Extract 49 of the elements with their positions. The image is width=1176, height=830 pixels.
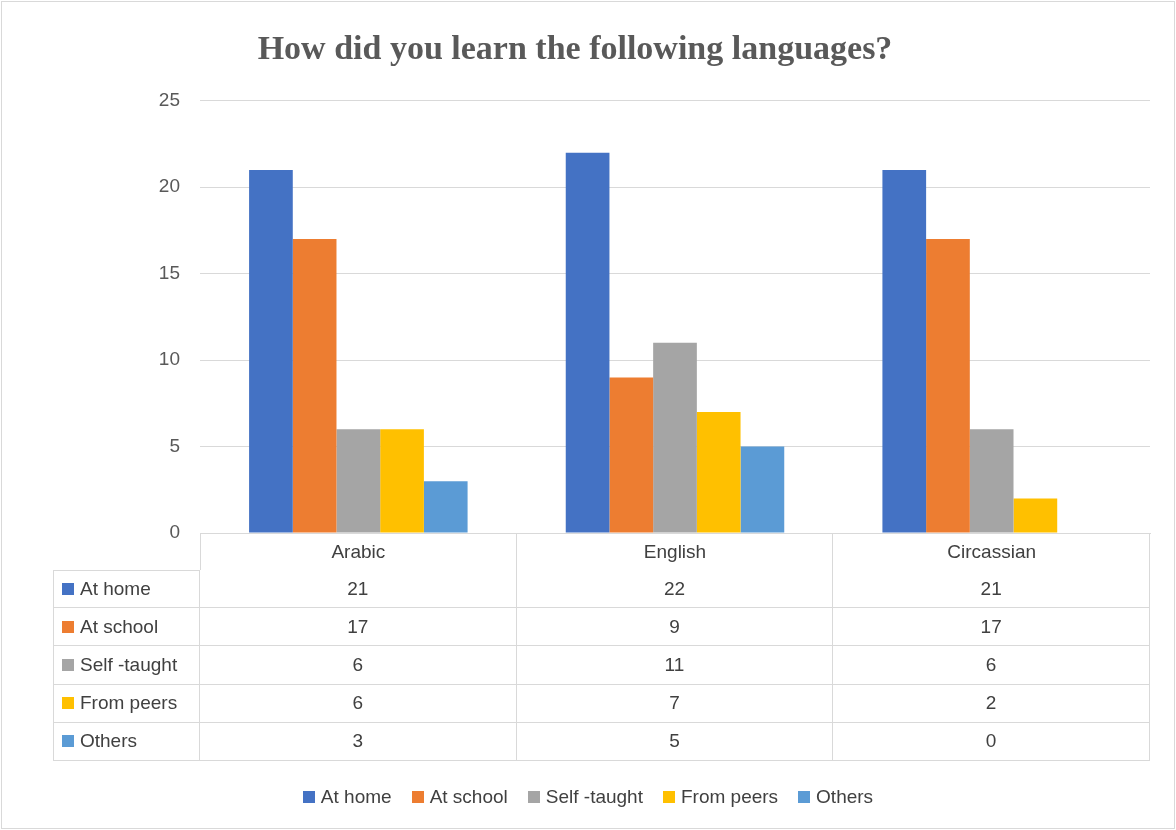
y-tick-label: 25 — [158, 89, 180, 111]
text: Others — [80, 730, 138, 752]
bar — [740, 446, 785, 533]
x-tick-label: English — [643, 540, 707, 562]
chart-title: How did you learn the following languages? — [257, 29, 893, 67]
data-label: 11 — [516, 646, 834, 685]
text: From peers — [80, 692, 178, 714]
data-label: 6 — [200, 684, 517, 723]
bar — [882, 169, 927, 533]
data-label: 17 — [833, 608, 1150, 647]
legend-label: At school — [53, 608, 200, 647]
bar — [696, 411, 741, 533]
bar — [969, 429, 1014, 533]
bar — [653, 342, 697, 533]
data-label: 9 — [516, 608, 834, 647]
legend-label: At home — [53, 570, 200, 609]
text: Self -taught — [545, 786, 643, 807]
data-label: 6 — [833, 646, 1150, 685]
bar — [926, 239, 970, 533]
y-tick-label: 15 — [158, 261, 180, 283]
data-label: 17 — [200, 608, 517, 647]
bar — [336, 429, 381, 533]
data-label: 21 — [200, 570, 517, 609]
y-tick-label: 0 — [169, 521, 180, 543]
y-tick-label: 20 — [158, 175, 180, 197]
bar — [565, 152, 610, 533]
y-tick-label: 10 — [158, 348, 180, 370]
bar — [609, 377, 654, 533]
data-label: 2 — [833, 684, 1150, 723]
data-label: 22 — [516, 570, 834, 609]
data-label: 6 — [200, 646, 517, 685]
legend-label: From peers — [679, 786, 779, 808]
x-tick-label: Arabic — [331, 540, 386, 562]
data-label: 21 — [833, 570, 1150, 609]
text: At school — [429, 786, 508, 807]
bar — [292, 239, 337, 533]
y-tick-label: 5 — [169, 434, 180, 456]
data-label: 0 — [833, 722, 1150, 761]
data-label: 3 — [200, 722, 517, 761]
data-label: 5 — [516, 722, 834, 761]
text: At home — [320, 786, 392, 807]
legend-label: Self -taught — [53, 646, 200, 685]
x-tick-label: Circassian — [947, 540, 1037, 562]
data-label: 7 — [516, 684, 834, 723]
bar — [1013, 498, 1058, 533]
bar — [423, 481, 468, 533]
bar — [249, 169, 293, 533]
bar — [380, 429, 424, 533]
legend-label: Others — [815, 786, 874, 808]
